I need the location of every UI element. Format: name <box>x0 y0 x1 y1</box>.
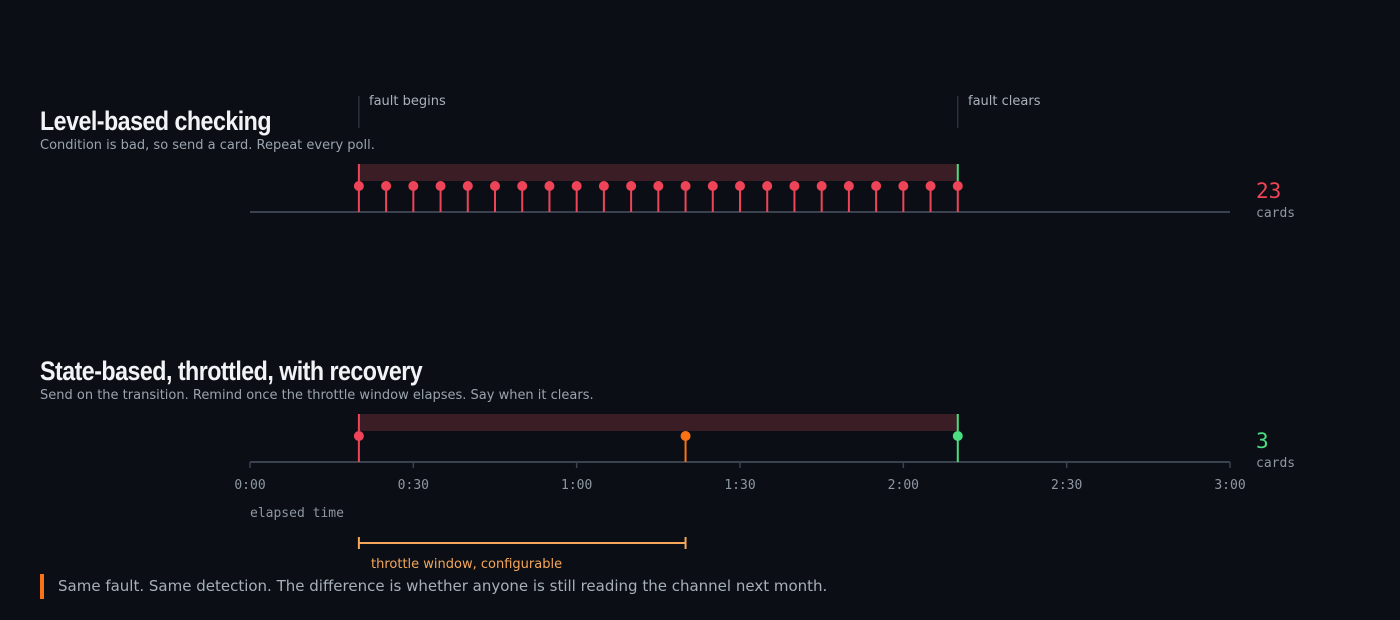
level-card-point <box>381 181 392 191</box>
level-card-point <box>816 181 827 191</box>
callout: Same fault. Same detection. The differen… <box>40 574 827 599</box>
level-card-point <box>735 181 745 191</box>
fault-clears-label: fault clears <box>968 94 1041 109</box>
level-card-point <box>925 181 936 191</box>
level-card-point <box>871 181 882 191</box>
level-card-unit: cards <box>1256 206 1296 221</box>
level-card-point <box>598 181 609 191</box>
level-card-point <box>789 181 800 191</box>
state-card-unit: cards <box>1256 456 1296 471</box>
fault-begins-label: fault begins <box>369 94 446 109</box>
callout-text: Same fault. Same detection. The differen… <box>58 577 828 595</box>
axis-tick-label: 0:00 <box>234 478 266 493</box>
state-title: State-based, throttled, with recovery <box>40 356 423 386</box>
level-card-point <box>544 181 555 191</box>
level-card-point <box>653 181 664 191</box>
axis-tick-label: 2:00 <box>887 478 919 493</box>
level-title: Level-based checking <box>40 106 272 136</box>
state-alert-point <box>353 431 364 441</box>
axis-tick-label: 0:30 <box>397 478 429 493</box>
level-subtitle: Condition is bad, so send a card. Repeat… <box>40 138 375 153</box>
state-reminder-point <box>680 431 691 441</box>
axis-tick-label: 1:30 <box>724 478 756 493</box>
level-card-point <box>762 181 773 191</box>
level-card-point <box>435 181 446 191</box>
level-card-point <box>462 181 473 191</box>
axis-tick-label: 2:30 <box>1051 478 1083 493</box>
level-card-point <box>680 181 691 191</box>
throttle-window-label: throttle window, configurable <box>371 557 563 572</box>
state-subtitle: Send on the transition. Remind once the … <box>40 388 594 403</box>
axis-tick-label: 3:00 <box>1214 478 1246 493</box>
state-card-count: 3 <box>1256 429 1269 453</box>
level-card-point <box>571 181 582 191</box>
level-card-point <box>707 181 718 191</box>
level-card-point <box>408 181 419 191</box>
level-card-point <box>353 181 364 191</box>
level-fault-band <box>358 164 958 181</box>
level-card-point <box>843 181 854 191</box>
level-card-point <box>898 181 909 191</box>
state-recovery-point <box>952 431 963 441</box>
level-card-count: 23 <box>1256 179 1282 203</box>
level-card-point <box>490 181 500 191</box>
state-fault-band <box>358 414 958 431</box>
axis-label: elapsed time <box>250 506 344 521</box>
level-card-point <box>626 181 637 191</box>
level-card-point <box>517 181 528 191</box>
level-card-point <box>952 181 963 191</box>
axis-tick-label: 1:00 <box>561 478 593 493</box>
